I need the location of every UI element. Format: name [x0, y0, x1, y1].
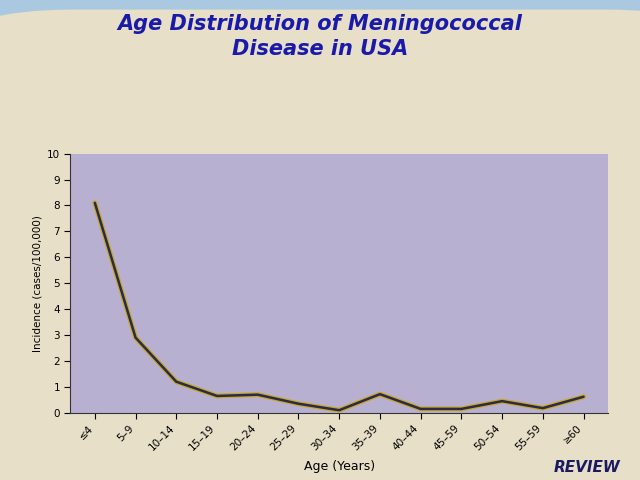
Text: Age Distribution of Meningococcal
Disease in USA: Age Distribution of Meningococcal Diseas… [118, 14, 522, 59]
Text: REVIEW: REVIEW [554, 460, 621, 475]
X-axis label: Age (Months): Age (Months) [394, 329, 463, 339]
X-axis label: Age (Years): Age (Years) [303, 460, 375, 473]
Y-axis label: Incidence (cases/100,000): Incidence (cases/100,000) [229, 142, 238, 252]
Y-axis label: Incidence (cases/100,000): Incidence (cases/100,000) [33, 215, 43, 352]
